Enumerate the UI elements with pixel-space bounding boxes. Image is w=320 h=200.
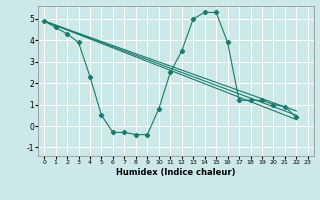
X-axis label: Humidex (Indice chaleur): Humidex (Indice chaleur) bbox=[116, 168, 236, 177]
